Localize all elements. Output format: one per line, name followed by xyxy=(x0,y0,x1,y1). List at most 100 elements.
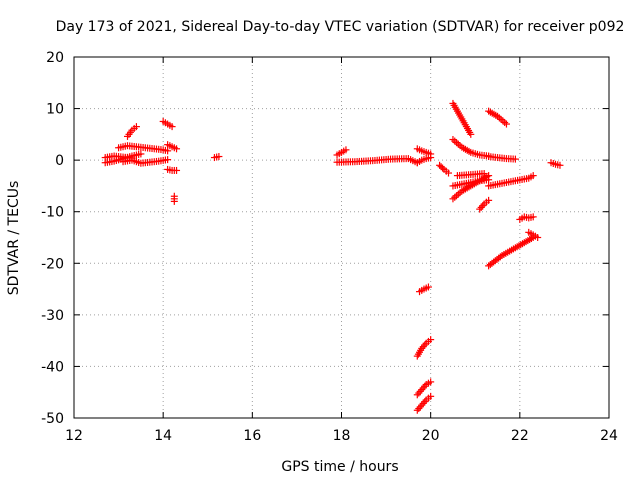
data-point xyxy=(342,146,350,154)
y-tick-label: -50 xyxy=(41,411,64,427)
data-series-arc-27 xyxy=(476,196,493,213)
data-point xyxy=(501,118,509,126)
data-point xyxy=(173,166,181,174)
data-series-arc-31 xyxy=(516,213,537,223)
data-point xyxy=(453,192,461,200)
data-series-arc-4 xyxy=(119,156,172,167)
y-tick-labels: 20 10 0 -10 -20 -30 -40 -50 xyxy=(41,50,64,427)
data-point xyxy=(497,115,505,123)
data-point xyxy=(419,384,427,392)
data-point xyxy=(132,123,140,131)
data-series-arc-15 xyxy=(416,283,432,296)
data-point xyxy=(480,170,488,178)
data-point xyxy=(479,202,487,210)
data-point xyxy=(454,190,462,198)
data-point xyxy=(418,401,426,409)
axis-ticks xyxy=(73,56,610,419)
data-point xyxy=(421,398,429,406)
data-point xyxy=(477,203,485,211)
data-point xyxy=(454,140,462,148)
data-point xyxy=(170,197,178,205)
x-tick-label: 12 xyxy=(65,428,83,444)
data-series xyxy=(101,99,564,414)
data-series-arc-5 xyxy=(124,123,140,140)
data-point xyxy=(419,343,427,351)
data-point xyxy=(529,213,537,221)
data-series-arc-9 xyxy=(170,192,178,205)
data-point xyxy=(215,153,223,161)
x-axis-label: GPS time / hours xyxy=(281,459,398,475)
data-point xyxy=(419,399,427,407)
data-point xyxy=(485,196,493,204)
data-series-arc-25 xyxy=(449,176,493,190)
data-point xyxy=(496,253,504,261)
data-point xyxy=(421,382,429,390)
data-series-arc-28 xyxy=(485,172,537,190)
data-point xyxy=(427,336,435,344)
data-series-arc-12 xyxy=(333,146,350,159)
data-series-arc-17 xyxy=(413,378,435,399)
data-point xyxy=(424,283,432,291)
data-point xyxy=(415,405,423,413)
data-series-arc-13 xyxy=(413,145,435,158)
data-point xyxy=(416,387,424,395)
data-series-arc-20 xyxy=(449,99,475,138)
data-series-arc-14 xyxy=(413,154,435,167)
data-series-arc-29 xyxy=(485,234,537,270)
data-point xyxy=(416,403,424,411)
data-point xyxy=(511,155,519,163)
chart-title: Day 173 of 2021, Sidereal Day-to-day VTE… xyxy=(56,19,625,35)
data-series-arc-3 xyxy=(115,142,172,155)
data-point xyxy=(529,172,537,180)
y-tick-label: 0 xyxy=(55,153,64,169)
data-series-arc-7 xyxy=(164,141,181,153)
data-point xyxy=(485,176,493,184)
y-tick-label: -20 xyxy=(41,256,64,272)
data-point xyxy=(439,164,447,172)
x-tick-labels: 12 14 16 18 20 22 24 xyxy=(65,428,618,444)
y-tick-label: -30 xyxy=(41,308,64,324)
y-tick-label: 10 xyxy=(46,102,64,118)
data-series-arc-11 xyxy=(333,155,421,167)
grid xyxy=(74,57,609,418)
data-point xyxy=(445,169,452,177)
data-point xyxy=(427,154,435,162)
data-point xyxy=(418,344,426,352)
data-point xyxy=(451,193,459,201)
data-point xyxy=(534,234,542,241)
y-tick-label: -10 xyxy=(41,205,64,221)
data-point xyxy=(413,391,421,399)
data-point xyxy=(415,389,423,397)
data-point xyxy=(449,136,457,144)
data-point xyxy=(168,123,176,131)
data-point xyxy=(427,378,435,386)
data-series-arc-8 xyxy=(164,165,181,174)
x-tick-label: 16 xyxy=(243,428,261,444)
x-tick-label: 20 xyxy=(422,428,440,444)
data-point xyxy=(451,137,459,145)
y-tick-label: -40 xyxy=(41,359,64,375)
data-series-arc-6 xyxy=(159,117,176,131)
data-point xyxy=(467,130,475,138)
data-series-arc-16 xyxy=(413,336,435,360)
data-point xyxy=(502,120,510,128)
data-point xyxy=(476,205,484,213)
data-point xyxy=(137,150,145,158)
data-point xyxy=(453,139,461,147)
data-point xyxy=(499,117,507,125)
data-point xyxy=(164,147,172,155)
x-tick-label: 24 xyxy=(600,428,618,444)
y-axis-label: SDTVAR / TECUs xyxy=(6,181,22,296)
x-tick-label: 22 xyxy=(511,428,529,444)
data-point xyxy=(173,145,181,153)
data-point xyxy=(556,161,564,169)
data-series-arc-22 xyxy=(485,107,510,128)
x-tick-label: 18 xyxy=(333,428,351,444)
data-point xyxy=(421,341,429,349)
data-point xyxy=(418,386,426,394)
data-series-arc-23 xyxy=(485,153,519,163)
data-series-arc-10 xyxy=(210,153,223,162)
data-series-arc-18 xyxy=(413,392,435,414)
data-series-arc-32 xyxy=(547,159,564,169)
